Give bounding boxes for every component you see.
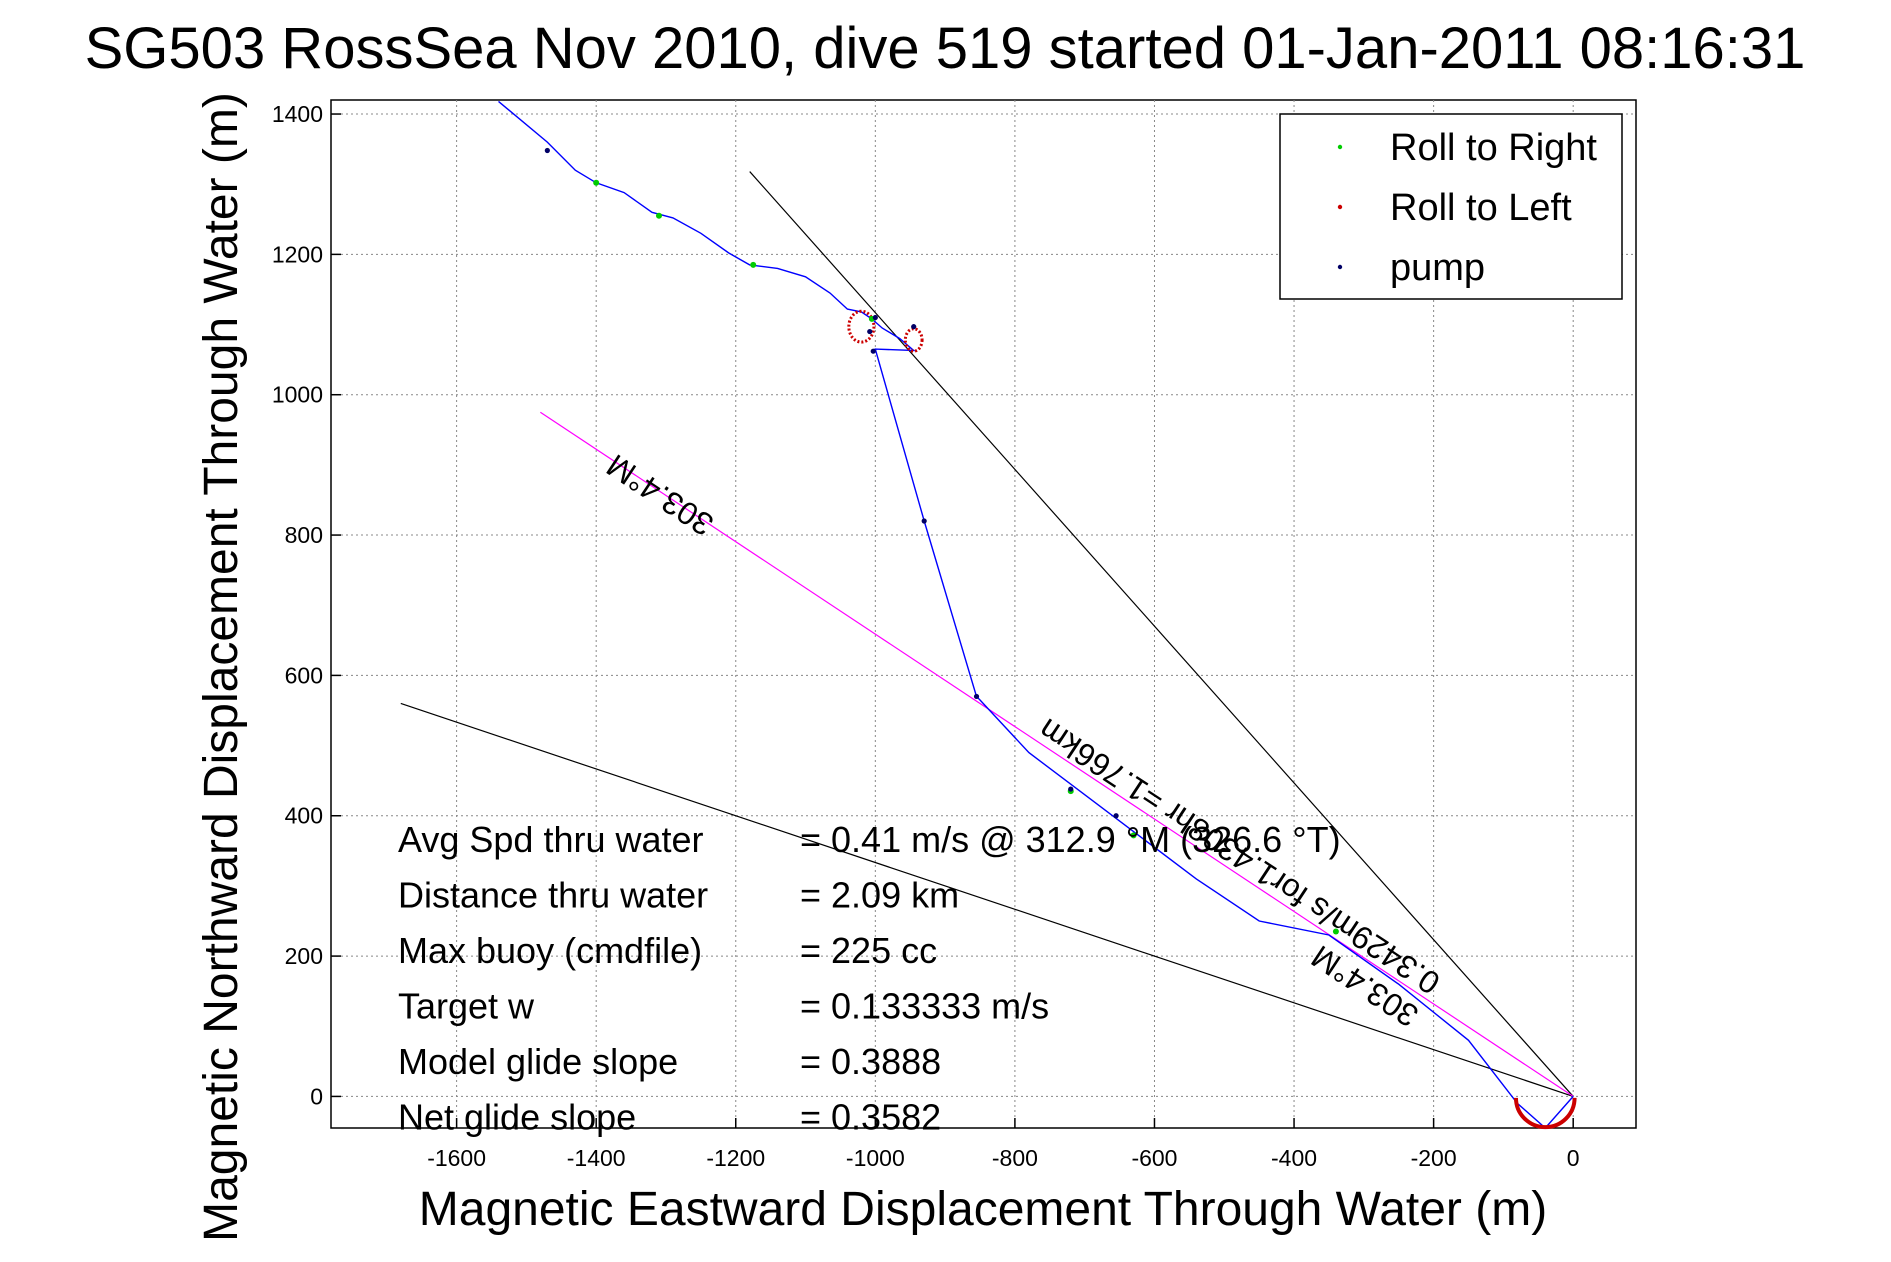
heading-line	[540, 411, 1574, 1097]
stats-label: Max buoy (cmdfile)	[398, 930, 702, 971]
stats-value: = 0.3582	[800, 1097, 941, 1138]
roll-right-point	[1332, 928, 1339, 935]
stats-value: = 0.41 m/s @ 312.9 °M (326.6 °T)	[800, 819, 1341, 860]
y-tick-label: 0	[310, 1083, 323, 1109]
legend-label: Roll to Right	[1390, 127, 1597, 169]
pump-point	[921, 518, 927, 524]
legend-label: pump	[1390, 247, 1485, 289]
roll-left-loop-1	[847, 309, 876, 344]
y-tick-label: 1000	[272, 382, 323, 408]
legend-box	[1279, 113, 1623, 300]
track-line	[498, 100, 1574, 1129]
pump-point	[973, 693, 980, 700]
pump-point	[870, 348, 876, 354]
y-tick-label: 200	[285, 943, 323, 969]
pump-point	[1113, 813, 1119, 819]
legend-label: Roll to Left	[1390, 187, 1572, 229]
roll-right-point	[1130, 832, 1137, 839]
legend-marker	[1337, 144, 1343, 150]
legend-marker	[1337, 204, 1343, 210]
x-tick-label: -1600	[427, 1145, 486, 1171]
axis-ticks: -1600 -1400 -1200 -1000 -800 -600 -400 -200 0 0 20…	[272, 101, 1580, 1171]
stats-label: Target w	[398, 986, 535, 1027]
x-tick-label: -800	[992, 1145, 1038, 1171]
x-tick-label: -400	[1271, 1145, 1317, 1171]
pump-point	[1068, 786, 1074, 792]
roll-right-point	[655, 212, 662, 219]
stats-label: Model glide slope	[398, 1041, 678, 1082]
y-axis-label-group: Magnetic Northward Displacement Through …	[195, 92, 248, 1242]
roll-right-point	[750, 261, 757, 268]
envelope-line-1	[749, 171, 1574, 1097]
x-tick-label: -1200	[706, 1145, 765, 1171]
stats-value: = 0.133333 m/s	[800, 986, 1049, 1027]
y-tick-label: 400	[285, 803, 323, 829]
y-tick-label: 1200	[272, 241, 323, 267]
pump-point	[872, 314, 878, 321]
legend: Roll to Right Roll to Left pump	[1279, 113, 1623, 300]
stats-block: Avg Spd thru water = 0.41 m/s @ 312.9 °M …	[398, 819, 1341, 1138]
pump-point	[544, 147, 550, 154]
y-tick-label: 1400	[272, 101, 323, 127]
x-axis-label: Magnetic Eastward Displacement Through W…	[419, 1183, 1547, 1236]
roll-left-arc	[1513, 1097, 1577, 1129]
stats-value: = 2.09 km	[800, 875, 959, 916]
roll-left-loop-2	[903, 327, 924, 353]
y-tick-label: 800	[285, 522, 323, 548]
x-tick-label: 0	[1567, 1145, 1580, 1171]
stats-value: = 225 cc	[800, 930, 937, 971]
y-tick-label: 600	[285, 662, 323, 688]
pump-point	[911, 324, 917, 330]
roll-right-point	[593, 179, 600, 186]
pump-point	[867, 328, 873, 335]
stats-label: Net glide slope	[398, 1097, 636, 1138]
x-tick-label: -1400	[567, 1145, 626, 1171]
envelope-line-2	[400, 702, 1574, 1097]
legend-marker	[1337, 264, 1343, 270]
chart-title: SG503 RossSea Nov 2010, dive 519 started…	[85, 16, 1806, 81]
x-tick-label: -200	[1411, 1145, 1457, 1171]
stats-label: Avg Spd thru water	[398, 819, 704, 860]
y-axis-label: Magnetic Northward Displacement Through …	[195, 92, 248, 1242]
x-tick-label: -600	[1131, 1145, 1177, 1171]
stats-label: Distance thru water	[398, 875, 708, 916]
stats-value: = 0.3888	[800, 1041, 941, 1082]
x-tick-label: -1000	[846, 1145, 905, 1171]
